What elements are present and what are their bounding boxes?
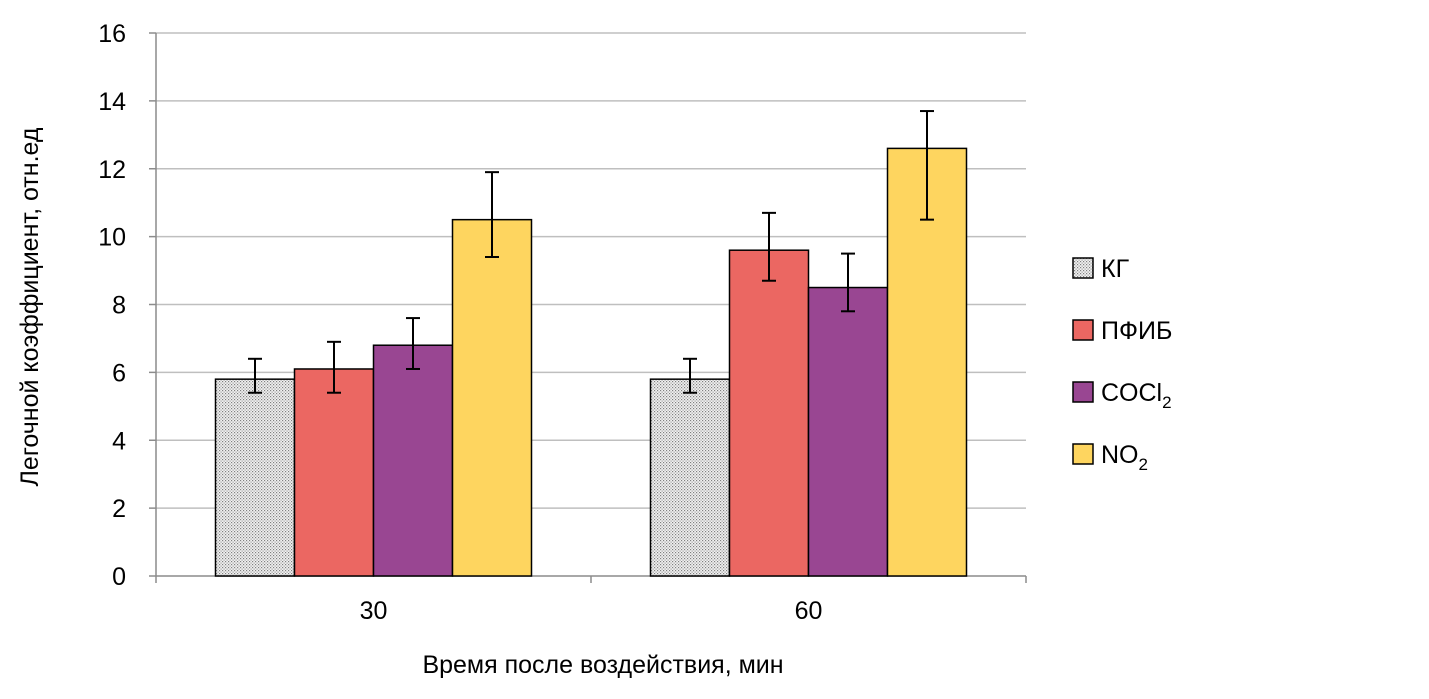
y-tick-label: 6	[112, 359, 126, 387]
bar-COCl2-30	[372, 344, 454, 577]
legend-swatch-COCl2	[1072, 381, 1094, 403]
legend-swatch-NO2	[1072, 443, 1094, 465]
y-tick-label: 14	[98, 88, 126, 116]
bar-ПФИБ-30	[293, 368, 375, 577]
x-tick-label: 30	[360, 597, 388, 625]
bar-NO2-30	[451, 218, 533, 577]
y-tick-label: 16	[98, 20, 126, 48]
bar-КГ-60	[649, 378, 731, 577]
y-tick-label: 12	[98, 156, 126, 184]
legend-swatch-ПФИБ	[1072, 319, 1094, 341]
legend-label-NO2: NO2	[1101, 441, 1148, 474]
y-tick-label: 10	[98, 224, 126, 252]
error-bars	[248, 110, 934, 394]
legend-swatch-КГ	[1072, 257, 1094, 279]
legend-label-COCl2: COCl2	[1101, 379, 1172, 412]
y-tick-label: 4	[112, 427, 126, 455]
bar-ПФИБ-60	[728, 249, 810, 577]
x-axis-title: Время после воздействия, мин	[422, 651, 783, 679]
tick-labels: 0 2 4 6 8 10 12 14 16 30 60	[98, 20, 822, 625]
legend: КГ ПФИБ COCl2 NO2	[1072, 255, 1172, 474]
y-tick-label: 0	[112, 563, 126, 591]
legend-label-КГ: КГ	[1101, 255, 1130, 283]
x-tick-label: 60	[795, 597, 823, 625]
legend-label-ПФИБ: ПФИБ	[1101, 317, 1172, 345]
bar-COCl2-60	[807, 286, 889, 577]
bars	[214, 147, 968, 577]
y-tick-label: 2	[112, 495, 126, 523]
bar-КГ-30	[214, 378, 296, 577]
y-axis-title: Легочной коэффициент, отн.ед	[16, 127, 44, 486]
y-tick-label: 8	[112, 292, 126, 320]
